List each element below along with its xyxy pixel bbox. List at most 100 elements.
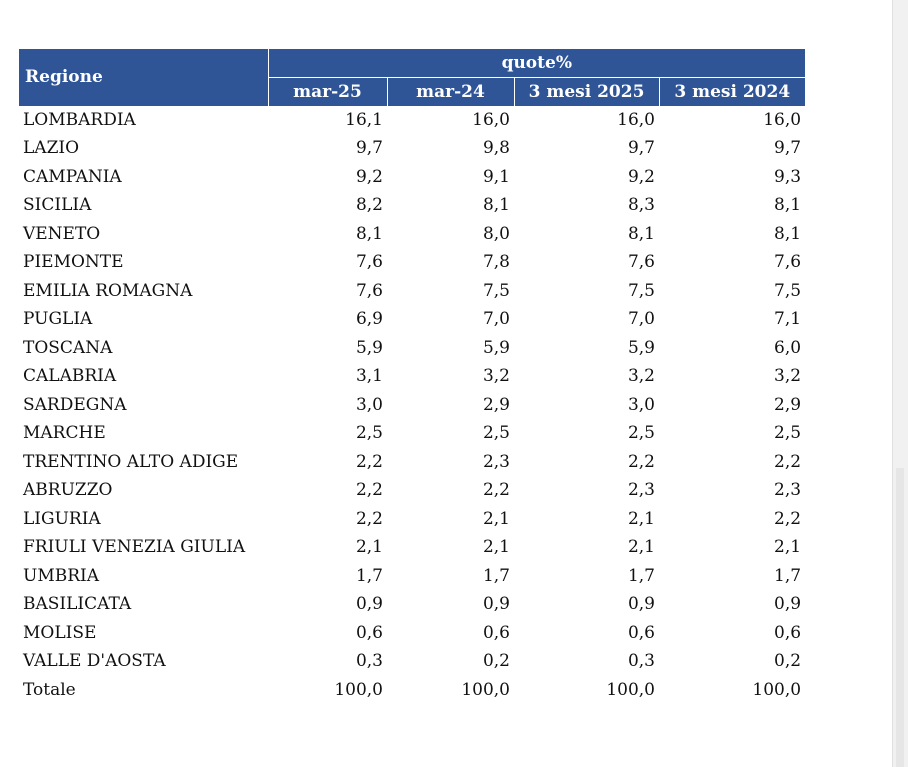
column-header-3-mesi-2025: 3 mesi 2025 [514,77,660,106]
value-cell: 16,0 [472,109,510,130]
value-cell: 100,0 [461,679,510,700]
value-cell: 0,9 [627,594,655,615]
region-name-cell: PUGLIA [23,309,93,330]
table-row: EMILIA ROMAGNA 7,6 7,5 7,5 7,5 [19,277,805,306]
region-name-cell: TRENTINO ALTO ADIGE [23,451,239,472]
value-cell: 0,6 [482,622,510,643]
value-cell: 7,6 [355,280,383,301]
value-cell: 7,5 [627,280,655,301]
region-name-cell: LIGURIA [23,508,101,529]
region-name-cell: BASILICATA [23,594,132,615]
table-body: LOMBARDIA 16,1 16,0 16,0 16,0 LAZIO 9,7 9,8 9,7 9… [19,106,805,705]
value-cell: 2,1 [627,537,655,558]
region-name-cell: MOLISE [23,622,97,643]
value-cell: 100,0 [334,679,383,700]
value-cell: 0,2 [482,651,510,672]
value-cell: 6,0 [774,337,802,358]
region-name-cell: SICILIA [23,195,92,216]
value-cell: 2,3 [774,480,802,501]
value-cell: 2,5 [774,423,802,444]
value-cell: 0,6 [355,622,383,643]
value-cell: 7,0 [482,309,510,330]
region-name-cell: CALABRIA [23,366,117,387]
value-cell: 0,2 [774,651,802,672]
table-row: TRENTINO ALTO ADIGE 2,2 2,3 2,2 2,2 [19,448,805,477]
value-cell: 9,7 [774,138,802,159]
value-cell: 2,2 [355,451,383,472]
value-cell: 2,9 [482,394,510,415]
value-cell: 7,0 [627,309,655,330]
table-row: LAZIO 9,7 9,8 9,7 9,7 [19,135,805,164]
value-cell: 0,9 [482,594,510,615]
scrollbar-thumb[interactable] [896,468,904,767]
value-cell: 2,2 [355,480,383,501]
value-cell: 9,2 [627,166,655,187]
value-cell: 2,1 [482,508,510,529]
value-cell: 7,6 [355,252,383,273]
table-row: VALLE D'AOSTA 0,3 0,2 0,3 0,2 [19,648,805,677]
quote-group-header: quote% [268,49,806,78]
region-name-cell: EMILIA ROMAGNA [23,280,193,301]
table-row: LIGURIA 2,2 2,1 2,1 2,2 [19,505,805,534]
column-header-mar-24: mar-24 [387,77,515,106]
value-cell: 8,1 [355,223,383,244]
value-cell: 16,1 [345,109,383,130]
value-cell: 2,2 [627,451,655,472]
value-cell: 9,7 [627,138,655,159]
value-cell: 5,9 [627,337,655,358]
value-cell: 7,5 [482,280,510,301]
table-row: MOLISE 0,6 0,6 0,6 0,6 [19,619,805,648]
value-cell: 2,5 [482,423,510,444]
value-cell: 2,9 [774,394,802,415]
region-name-cell: LOMBARDIA [23,109,136,130]
column-header-3-mesi-2024: 3 mesi 2024 [659,77,806,106]
value-cell: 2,1 [482,537,510,558]
value-cell: 7,5 [774,280,802,301]
table-row: BASILICATA 0,9 0,9 0,9 0,9 [19,591,805,620]
value-cell: 1,7 [627,565,655,586]
value-cell: 7,6 [627,252,655,273]
table-header: Regione quote% mar-25 mar-24 3 mesi 2025… [19,49,806,106]
value-cell: 1,7 [774,565,802,586]
value-cell: 3,0 [627,394,655,415]
value-cell: 7,6 [774,252,802,273]
value-cell: 1,7 [482,565,510,586]
value-cell: 2,2 [355,508,383,529]
value-cell: 8,3 [627,195,655,216]
value-cell: 9,2 [355,166,383,187]
table-row: CALABRIA 3,1 3,2 3,2 3,2 [19,363,805,392]
value-cell: 2,1 [774,537,802,558]
region-name-cell: MARCHE [23,423,106,444]
column-header-mar-25: mar-25 [268,77,388,106]
region-name-cell: Totale [23,679,76,700]
value-cell: 0,9 [355,594,383,615]
value-cell: 16,0 [763,109,802,130]
table-row: TOSCANA 5,9 5,9 5,9 6,0 [19,334,805,363]
value-cell: 2,1 [355,537,383,558]
value-cell: 2,3 [482,451,510,472]
region-name-cell: VALLE D'AOSTA [23,651,166,672]
value-cell: 2,2 [774,451,802,472]
value-cell: 100,0 [752,679,802,700]
value-cell: 2,1 [627,508,655,529]
value-cell: 8,1 [774,223,802,244]
value-cell: 3,1 [355,366,383,387]
value-cell: 3,2 [482,366,510,387]
value-cell: 7,1 [774,309,802,330]
table-row: SICILIA 8,2 8,1 8,3 8,1 [19,192,805,221]
value-cell: 2,3 [627,480,655,501]
table-row: LOMBARDIA 16,1 16,0 16,0 16,0 [19,106,805,135]
table-row: MARCHE 2,5 2,5 2,5 2,5 [19,420,805,449]
region-column-header: Regione [19,49,269,106]
value-cell: 6,9 [355,309,383,330]
value-cell: 3,2 [627,366,655,387]
value-cell: 5,9 [355,337,383,358]
region-name-cell: UMBRIA [23,565,100,586]
value-cell: 2,5 [355,423,383,444]
table-row: CAMPANIA 9,2 9,1 9,2 9,3 [19,163,805,192]
value-cell: 9,1 [482,166,510,187]
value-cell: 8,0 [482,223,510,244]
table-row: Totale 100,0 100,0 100,0 100,0 [19,676,805,705]
region-share-table: Regione quote% mar-25 mar-24 3 mesi 2025… [19,49,806,705]
table-row: VENETO 8,1 8,0 8,1 8,1 [19,220,805,249]
